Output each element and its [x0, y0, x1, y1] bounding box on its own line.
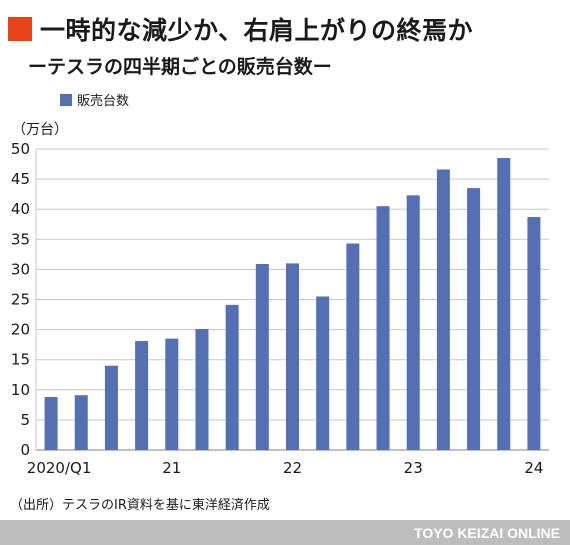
y-tick-label: 5: [20, 411, 30, 429]
x-tick-label: 22: [283, 459, 302, 477]
bar-8: [286, 263, 299, 450]
bar-14: [467, 188, 481, 450]
y-axis-unit-label: （万台）: [12, 122, 68, 138]
y-tick-label: 20: [11, 321, 30, 339]
bar-2: [104, 365, 118, 450]
y-tick-label: 50: [11, 140, 30, 158]
y-tick-label: 0: [20, 441, 30, 459]
bar-0: [44, 397, 58, 450]
x-tick-label: 21: [162, 459, 181, 477]
y-tick-label: 40: [11, 200, 30, 218]
y-tick-label: 10: [11, 381, 30, 399]
y-tick-label: 30: [11, 260, 30, 278]
legend-swatch: [60, 93, 72, 106]
source-note: （出所）テスラのIR資料を基に東洋経済作成: [10, 498, 270, 513]
y-tick-label: 25: [11, 291, 30, 309]
x-tick-label: 23: [404, 459, 423, 477]
bar-15: [497, 158, 511, 450]
bar-3: [135, 341, 149, 450]
bar-16: [527, 217, 541, 450]
bar-1: [74, 395, 88, 450]
legend-label: 販売台数: [77, 94, 130, 109]
bar-4: [165, 338, 179, 450]
footer-brand: TOYO KEIZAI ONLINE: [0, 520, 570, 545]
bar-7: [255, 263, 269, 450]
x-tick-label: 2020/Q1: [27, 459, 92, 477]
y-tick-label: 15: [11, 351, 30, 369]
x-tick-label: 24: [524, 459, 543, 477]
bar-13: [436, 169, 450, 450]
bar-5: [195, 328, 209, 450]
legend: 販売台数: [60, 90, 129, 109]
title-row: 一時的な減少か、右肩上がりの終焉か: [8, 12, 473, 46]
bar-12: [406, 195, 420, 450]
bar-9: [316, 296, 330, 450]
chart-title: 一時的な減少か、右肩上がりの終焉か: [40, 16, 474, 45]
y-tick-label: 35: [11, 230, 30, 248]
bar-11: [376, 206, 390, 450]
chart-subtitle: ーテスラの四半期ごとの販売台数ー: [28, 56, 332, 78]
bar-10: [346, 243, 360, 450]
y-tick-label: 45: [11, 170, 30, 188]
title-accent-square: [8, 17, 32, 41]
bar-6: [225, 304, 239, 450]
